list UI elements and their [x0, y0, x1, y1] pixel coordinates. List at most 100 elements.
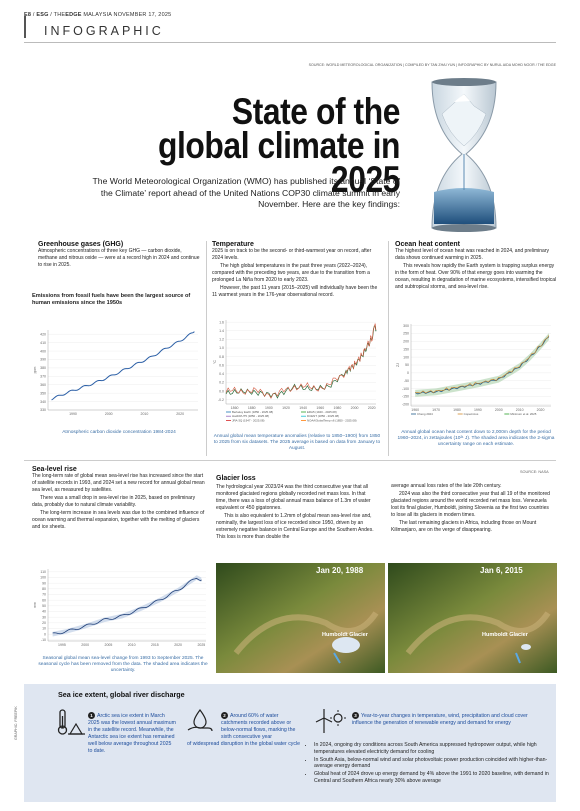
y-tick-label: 150: [403, 347, 409, 351]
y-tick-label: 350: [40, 391, 46, 395]
y-tick-label: 1.6: [219, 320, 224, 324]
thermometer-ice-icon: [57, 709, 85, 735]
issue-date: NOVEMBER 17, 2025: [113, 12, 172, 18]
x-tick-label: 2020: [174, 643, 182, 647]
x-tick-label: 1920: [282, 406, 290, 410]
y-tick-label: 0.4: [219, 372, 224, 376]
y-axis-label: mm: [33, 602, 37, 608]
seaice-item-1: 1 Arctic sea ice extent in March 2025 was…: [88, 712, 176, 754]
x-tick-label: 2010: [141, 412, 149, 416]
ghg-heading: Greenhouse gases (GHG): [38, 241, 124, 248]
co2-caption: Atmospheric carbon dioxide concentration…: [62, 430, 176, 435]
photo-label-2015: Humboldt Glacier: [482, 632, 529, 638]
x-tick-label: 2010: [128, 643, 136, 647]
y-tick-label: 40: [42, 610, 46, 614]
y-axis-label: °C: [213, 360, 217, 364]
photo-date-2015: Jan 6, 2015: [480, 566, 523, 575]
legend-entry: DCENT (1850 - 2025.08): [307, 414, 339, 418]
x-tick-label: 1980: [334, 406, 342, 410]
y-tick-label: 0.6: [219, 363, 224, 367]
seaice-item-2: 2 Around 60% of water catchments recorded…: [187, 712, 301, 747]
x-tick-label: 2015: [151, 643, 159, 647]
y-tick-label: 0: [407, 371, 409, 375]
y-tick-label: 330: [40, 408, 46, 412]
temperature-caption: Annual global mean temperature anomalies…: [213, 434, 381, 452]
y-tick-label: 90: [42, 581, 46, 585]
y-tick-label: -200: [402, 403, 409, 407]
x-tick-label: 2000: [495, 408, 503, 412]
ghg-section: Greenhouse gases (GHG) Atmospheric conce…: [38, 241, 200, 270]
sealevel-caption: Seasonal global mean sea-level change fr…: [38, 656, 208, 674]
x-tick-label: 1960: [316, 406, 324, 410]
y-tick-label: 0.8: [219, 355, 224, 359]
series-line: [415, 335, 550, 394]
y-tick-label: -0.2: [218, 398, 224, 402]
list-item: In South Asia, below-normal wind and sol…: [314, 757, 554, 771]
source-line: SOURCE: WORLD METEOROLOGICAL ORGANIZATIO…: [308, 63, 556, 67]
y-tick-label: 50: [405, 363, 409, 367]
ghg-subhead: Emissions from fossil fuels have been th…: [32, 293, 191, 306]
x-tick-label: 1880: [248, 406, 256, 410]
ocean-caption: Annual global ocean heat content down to…: [397, 430, 555, 448]
x-tick-label: 1900: [265, 406, 273, 410]
x-tick-label: 1990: [474, 408, 482, 412]
x-tick-label: 2000: [351, 406, 359, 410]
temperature-section: Temperature 2025 is on track to be the s…: [212, 241, 382, 300]
legend-entry: NOAAGlobalTemp v6 (1850 - 2025.08): [307, 418, 357, 422]
page-number: E8: [24, 12, 32, 18]
uncertainty-band: [415, 333, 549, 397]
series-line: [225, 323, 377, 399]
y-tick-label: 300: [403, 324, 409, 328]
y-tick-label: 380: [40, 366, 46, 370]
legend-entry: Berkeley Earth (1850 - 2025.08): [232, 410, 273, 414]
y-tick-label: -150: [402, 395, 409, 399]
x-tick-label: 2020: [176, 412, 184, 416]
ghg-body: Atmospheric concentrations of three key …: [38, 248, 200, 268]
x-tick-label: 1980: [453, 408, 461, 412]
x-tick-label: 2020: [368, 406, 376, 410]
chart-background: [32, 320, 206, 424]
y-tick-label: 80: [42, 587, 46, 591]
y-axis-label: ppm: [33, 367, 37, 374]
y-tick-label: 70: [42, 593, 46, 597]
wind-turbine-icon: [315, 709, 346, 733]
legend-entry: HadCRUT5 (1850 - 2025.08): [232, 414, 269, 418]
water-hand-icon: [187, 708, 213, 732]
sealevel-heading: Sea-level rise: [32, 466, 77, 473]
ocean-heading: Ocean heat content: [395, 241, 460, 248]
sealevel-section: Sea-level rise The long-term rate of glo…: [32, 466, 205, 530]
y-tick-label: 0: [44, 632, 46, 636]
nasa-source: SOURCE: NASA: [520, 470, 549, 474]
header-rule: [24, 42, 556, 43]
y-tick-label: 10: [42, 627, 46, 631]
y-tick-label: 400: [40, 349, 46, 353]
glacier-satellite-photos: Jan 20, 1988 Jan 6, 2015 Humboldt Glacie…: [216, 563, 557, 673]
x-tick-label: 2020: [537, 408, 545, 412]
y-tick-label: 340: [40, 400, 46, 404]
x-tick-label: 1990: [69, 412, 77, 416]
publication-prefix: THE: [53, 12, 66, 18]
chart-background: [212, 314, 382, 432]
legend-entry: Minimum et al. 2025: [510, 412, 536, 416]
x-tick-label: 1960: [411, 408, 419, 412]
ocean-heat-chart: -200 -150 -100 -50 0 50 100 150 200 250 300 1960 197…: [395, 318, 557, 428]
y-tick-label: 100: [40, 576, 46, 580]
y-tick-label: 0.0: [219, 389, 224, 393]
y-tick-label: 420: [40, 332, 46, 336]
y-tick-label: 50: [42, 604, 46, 608]
y-tick-label: 20: [42, 621, 46, 625]
x-tick-label: 1940: [299, 406, 307, 410]
section-rule: [24, 460, 556, 461]
glacier-heading: Glacier loss: [216, 475, 256, 482]
y-tick-label: 390: [40, 358, 46, 362]
list-item: In 2024, ongoing dry conditions across S…: [314, 742, 554, 756]
x-tick-label: 2005: [105, 643, 113, 647]
graphic-credit: GRAPHIC: FREEPIK: [14, 706, 18, 740]
y-tick-label: 1.2: [219, 338, 224, 342]
seaice-item-3: 3 Year-to-year changes in temperature, wi…: [352, 712, 528, 726]
series-line: [52, 577, 202, 635]
page-header: E8 / ESG / THEEDGE MALAYSIA NOVEMBER 17,…: [24, 12, 172, 18]
column-divider: [206, 241, 207, 456]
series-line: [51, 331, 195, 401]
